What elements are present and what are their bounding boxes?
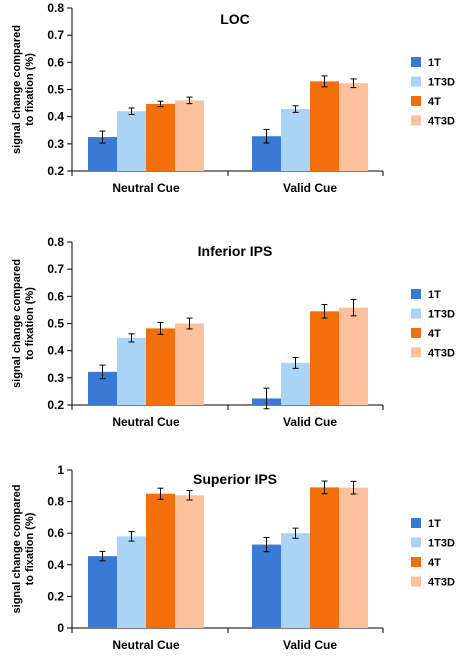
bar-4t	[310, 81, 339, 171]
y-tick-label: 0.4	[47, 344, 64, 358]
y-tick-label: 0.6	[47, 526, 64, 540]
y-tick-label: 0.5	[47, 83, 64, 97]
y-tick-label: 0.4	[47, 110, 64, 124]
legend-swatch	[411, 576, 421, 587]
y-tick-label: 0.2	[47, 398, 64, 412]
bar-1t3d	[117, 337, 146, 405]
y-tick-label: 0.4	[47, 558, 64, 572]
bar-1t3d	[281, 109, 310, 171]
legend-label: 1T3D	[428, 309, 455, 321]
bar-4t3d	[339, 83, 368, 171]
legend-label: 1T	[428, 57, 441, 69]
chart-title: LOC	[220, 11, 250, 27]
legend-swatch	[411, 328, 421, 338]
x-category-label: Valid Cue	[283, 415, 337, 429]
bar-1t3d	[117, 111, 146, 171]
legend-label: 4T3D	[428, 348, 455, 360]
bar-4t	[146, 493, 175, 628]
chart-panel-1: 0.2 0.3 0.4 0.5 0.6 0.7 0.8 Neutral Cue Valid Cu…	[11, 1, 455, 195]
x-category-label: Neutral Cue	[112, 415, 180, 429]
legend-label: 1T3D	[428, 77, 455, 89]
legend-label: 1T	[428, 289, 441, 301]
legend-label: 4T	[428, 557, 441, 569]
legend-label: 1T3D	[428, 538, 455, 550]
legend-label: 1T	[428, 518, 441, 530]
bar-4t3d	[339, 307, 368, 405]
y-tick-label: 0.5	[47, 317, 64, 331]
y-tick-label: 1	[57, 463, 64, 477]
y-tick-label: 0.2	[47, 164, 64, 178]
legend-swatch	[411, 557, 421, 567]
legend-swatch	[411, 76, 421, 87]
legend-swatch	[411, 518, 421, 528]
chart-panel-2: 0.2 0.3 0.4 0.5 0.6 0.7 0.8 Neutral Cue Valid Cu…	[11, 235, 455, 429]
y-axis-label: signal change comparedto fixation (%)	[11, 485, 36, 614]
bar-1t3d	[281, 362, 310, 405]
y-tick-label: 0.8	[47, 235, 64, 249]
y-tick-label: 0.3	[47, 371, 64, 385]
bar-4t3d	[175, 100, 204, 171]
legend-swatch	[411, 347, 421, 358]
x-category-label: Neutral Cue	[112, 638, 180, 652]
legend-swatch	[411, 289, 421, 299]
x-category-label: Valid Cue	[283, 638, 337, 652]
bar-1t3d	[281, 533, 310, 628]
y-axis-label: signal change comparedto fixation (%)	[11, 259, 36, 388]
legend-label: 4T3D	[428, 577, 455, 589]
legend-swatch	[411, 96, 421, 106]
bar-4t3d	[339, 487, 368, 628]
legend-swatch	[411, 115, 421, 126]
legend-swatch	[411, 308, 421, 319]
legend-label: 4T	[428, 328, 441, 340]
legend-label: 4T	[428, 96, 441, 108]
chart-title: Inferior IPS	[198, 243, 273, 259]
bar-4t	[146, 103, 175, 171]
bar-1t	[252, 544, 281, 628]
y-tick-label: 0.8	[47, 495, 64, 509]
y-tick-label: 0.8	[47, 1, 64, 15]
bar-1t	[88, 556, 117, 628]
legend-label: 4T3D	[428, 116, 455, 128]
chart-panel-3: 0 0.2 0.4 0.6 0.8 1 Neutral Cue Valid Cue Superi…	[11, 463, 455, 652]
y-tick-label: 0.6	[47, 55, 64, 69]
bar-4t3d	[175, 495, 204, 628]
y-tick-label: 0.6	[47, 289, 64, 303]
y-axis-label: signal change comparedto fixation (%)	[11, 25, 36, 154]
bar-4t	[310, 311, 339, 405]
bar-4t	[310, 487, 339, 628]
y-tick-label: 0.3	[47, 137, 64, 151]
x-category-label: Neutral Cue	[112, 181, 180, 195]
y-tick-label: 0.7	[47, 28, 64, 42]
chart-title: Superior IPS	[193, 471, 277, 487]
bar-4t3d	[175, 323, 204, 405]
bar-1t3d	[117, 536, 146, 628]
y-tick-label: 0.7	[47, 262, 64, 276]
legend-swatch	[411, 537, 421, 548]
bar-4t	[146, 328, 175, 405]
legend-swatch	[411, 57, 421, 67]
y-tick-label: 0.2	[47, 589, 64, 603]
y-tick-label: 0	[57, 621, 64, 635]
x-category-label: Valid Cue	[283, 181, 337, 195]
